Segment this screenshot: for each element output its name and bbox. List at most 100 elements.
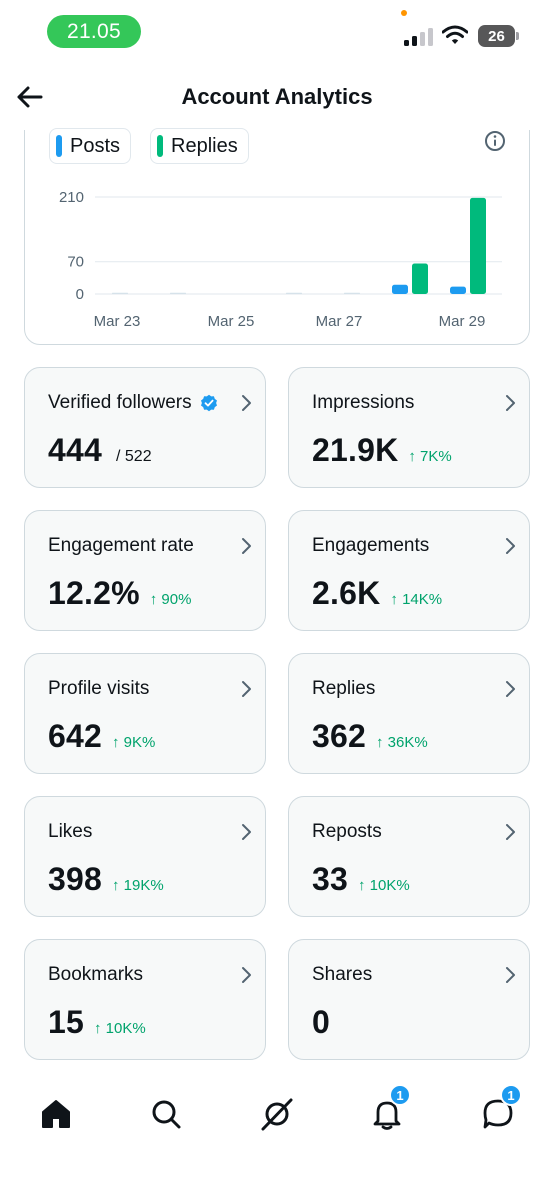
search-icon [152,1100,181,1129]
stat-card-value: 444 [48,432,102,468]
stat-card-title-text: Verified followers [48,392,192,413]
nav-home[interactable] [36,1094,76,1134]
x-tick-label: Mar 29 [439,313,486,330]
stat-card-title-text: Impressions [312,392,415,413]
legend-swatch-posts [56,135,62,157]
arrow-left-icon [17,86,43,108]
cellular-signal-icon [404,28,433,46]
stat-card-replies[interactable]: Replies 362 ↑ 36K% [288,653,530,774]
stat-card-bookmarks[interactable]: Bookmarks 15 ↑ 10K% [24,939,266,1060]
chevron-right-icon [506,967,515,983]
stat-card-shares[interactable]: Shares 0 [288,939,530,1060]
stat-card-change: ↑ 7K% [408,448,452,465]
bar-posts-mar-23[interactable] [112,292,128,294]
chevron-right-icon [506,395,515,411]
bell-icon [373,1101,401,1130]
bar-posts-mar-26[interactable] [286,292,302,294]
chevron-right-icon [242,681,251,697]
stat-card-value-row: 398 ↑ 19K% [48,861,164,898]
stat-card-profile-visits[interactable]: Profile visits 642 ↑ 9K% [24,653,266,774]
stat-card-title: Engagements [312,535,429,557]
stat-card-title-text: Shares [312,964,373,985]
stat-card-change: ↑ 36K% [376,734,428,751]
stat-card-change: ↑ 10K% [358,877,410,894]
back-button[interactable] [10,78,48,116]
stat-card-title-text: Profile visits [48,678,150,699]
stat-card-title: Shares [312,964,372,986]
stat-card-change: ↑ 90% [149,591,192,608]
y-tick-label: 210 [59,189,84,206]
stat-card-value-row: 444 / 522 [48,432,152,469]
stat-card-value: 12.2% [48,575,140,611]
bar-posts-mar-28[interactable] [392,284,408,294]
stat-card-change: ↑ 9K% [112,734,156,751]
bar-replies-mar-29[interactable] [470,197,486,294]
stat-card-title-text: Engagement rate [48,535,194,556]
stat-card-title: Bookmarks [48,964,143,986]
stat-card-value: 642 [48,718,102,754]
chevron-right-icon [242,538,251,554]
chevron-right-icon [506,824,515,840]
bar-posts-mar-29[interactable] [450,286,466,294]
stat-card-engagements[interactable]: Engagements 2.6K ↑ 14K% [288,510,530,631]
stat-card-title: Reposts [312,821,382,843]
stat-card-value: 33 [312,861,348,897]
stat-card-reposts[interactable]: Reposts 33 ↑ 10K% [288,796,530,917]
stat-card-value-row: 642 ↑ 9K% [48,718,155,755]
x-tick-label: Mar 23 [94,313,141,330]
stat-card-title: Verified followers [48,392,218,414]
messages-badge: 1 [500,1084,522,1106]
stat-card-value: 0 [312,1004,330,1040]
messages-icon [483,1099,513,1129]
stat-card-change: ↑ 14K% [390,591,443,608]
stat-card-value-row: 2.6K ↑ 14K% [312,575,442,612]
chevron-right-icon [506,681,515,697]
stat-card-title-text: Bookmarks [48,964,144,985]
x-tick-label: Mar 25 [208,313,255,330]
stat-card-value: 15 [48,1004,84,1040]
stat-card-likes[interactable]: Likes 398 ↑ 19K% [24,796,266,917]
wifi-icon [442,25,468,44]
stat-card-value-row: 12.2% ↑ 90% [48,575,191,612]
nav-grok[interactable] [257,1094,297,1134]
stat-card-title-text: Replies [312,678,376,699]
stat-card-value: 21.9K [312,432,399,468]
stat-card-value-row: 0 [312,1004,330,1041]
nav-messages[interactable]: 1 [478,1084,522,1134]
stat-card-value-row: 362 ↑ 36K% [312,718,428,755]
stat-card-total: / 522 [116,448,152,465]
header-background [0,70,554,130]
top-header: Account Analytics [0,70,554,128]
bottom-navigation: 1 1 [0,1080,554,1150]
stat-card-title: Profile visits [48,678,149,700]
stat-card-title: Impressions [312,392,414,414]
stat-card-change: ↑ 19K% [112,877,164,894]
legend-replies[interactable]: Replies [150,128,249,164]
stat-card-value: 362 [312,718,366,754]
verified-badge-icon [200,394,217,412]
privacy-indicator [401,10,407,16]
nav-search[interactable] [146,1094,186,1134]
nav-notifications[interactable]: 1 [367,1084,411,1134]
stat-card-impressions[interactable]: Impressions 21.9K ↑ 7K% [288,367,530,488]
legend-posts[interactable]: Posts [49,128,132,164]
page-title: Account Analytics [181,84,373,109]
stat-card-title: Replies [312,678,375,700]
stat-card-value-row: 15 ↑ 10K% [48,1004,146,1041]
chevron-right-icon [242,824,251,840]
bar-posts-mar-24[interactable] [170,292,186,294]
stat-card-verified-followers[interactable]: Verified followers 444 / 522 [24,367,266,488]
legend-swatch-replies [157,135,163,157]
bar-posts-mar-27[interactable] [344,292,360,294]
bar-chart: 210 70 0 Mar 23 Mar 25 Mar 27 Mar 29 [59,189,502,330]
info-icon[interactable] [484,130,506,152]
stat-card-engagement-rate[interactable]: Engagement rate 12.2% ↑ 90% [24,510,266,631]
status-bar: 21.05 26 [0,0,554,64]
stat-card-title-text: Likes [48,821,93,842]
home-icon [42,1100,70,1128]
chevron-right-icon [242,967,251,983]
x-tick-label: Mar 27 [316,313,363,330]
bar-replies-mar-28[interactable] [412,263,428,294]
stat-card-title: Likes [48,821,92,843]
